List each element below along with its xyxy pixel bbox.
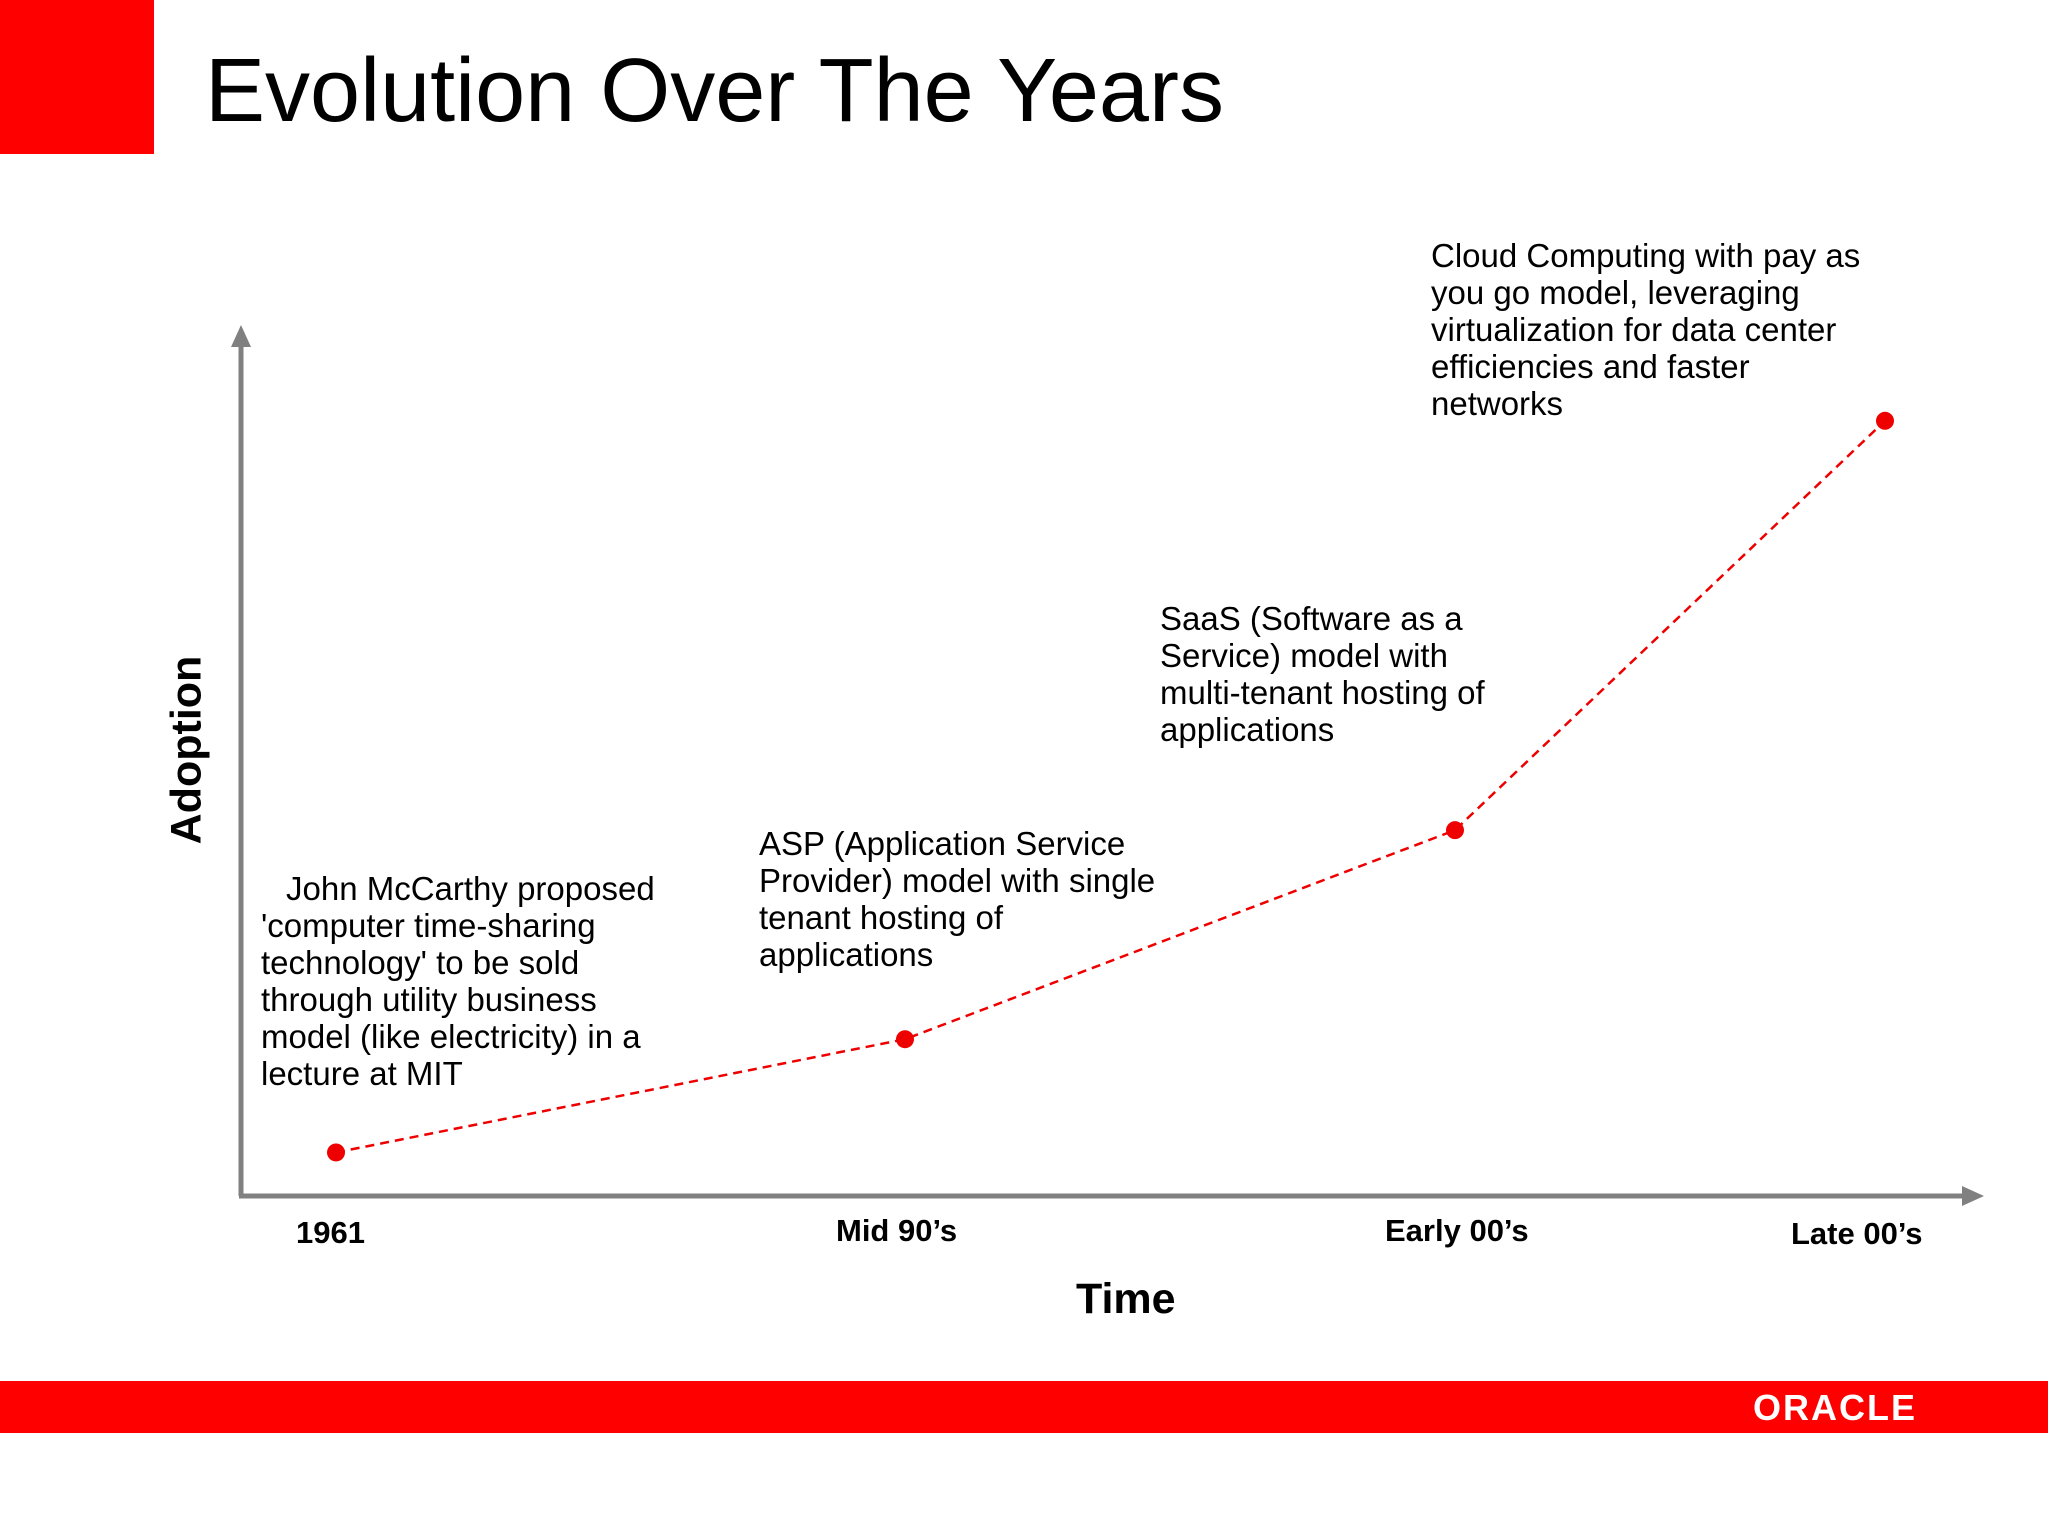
series-layer (327, 411, 1894, 1162)
data-point-2 (1446, 821, 1464, 840)
data-point-1 (896, 1030, 914, 1049)
annotation-mid-90s: ASP (Application Service Provider) model… (759, 825, 1156, 973)
y-axis-arrowhead (231, 325, 251, 347)
slide-title: Evolution Over The Years (205, 41, 1224, 141)
x-axis-title: Time (1076, 1275, 1176, 1323)
x-tick-label-mid-90s: Mid 90’s (836, 1213, 958, 1248)
title-accent-square (0, 0, 154, 154)
annotation-1961: John McCarthy proposed 'computer time-sh… (261, 870, 655, 1092)
x-tick-label-1961: 1961 (296, 1215, 365, 1250)
series-line-0 (335, 419, 1886, 1154)
x-axis-arrowhead (1962, 1186, 1984, 1206)
annotation-late-00s: Cloud Computing with pay as you go model… (1431, 237, 1861, 422)
y-axis-title: Adoption (162, 655, 211, 845)
x-tick-label-late-00s: Late 00’s (1791, 1216, 1923, 1251)
footer-band (0, 1381, 2048, 1433)
annotation-early-00s: SaaS (Software as a Service) model with … (1160, 600, 1485, 748)
data-point-0 (327, 1143, 345, 1162)
oracle-logo: ORACLE (1753, 1387, 1917, 1428)
data-point-3 (1876, 411, 1894, 430)
x-tick-label-early-00s: Early 00’s (1385, 1213, 1529, 1248)
